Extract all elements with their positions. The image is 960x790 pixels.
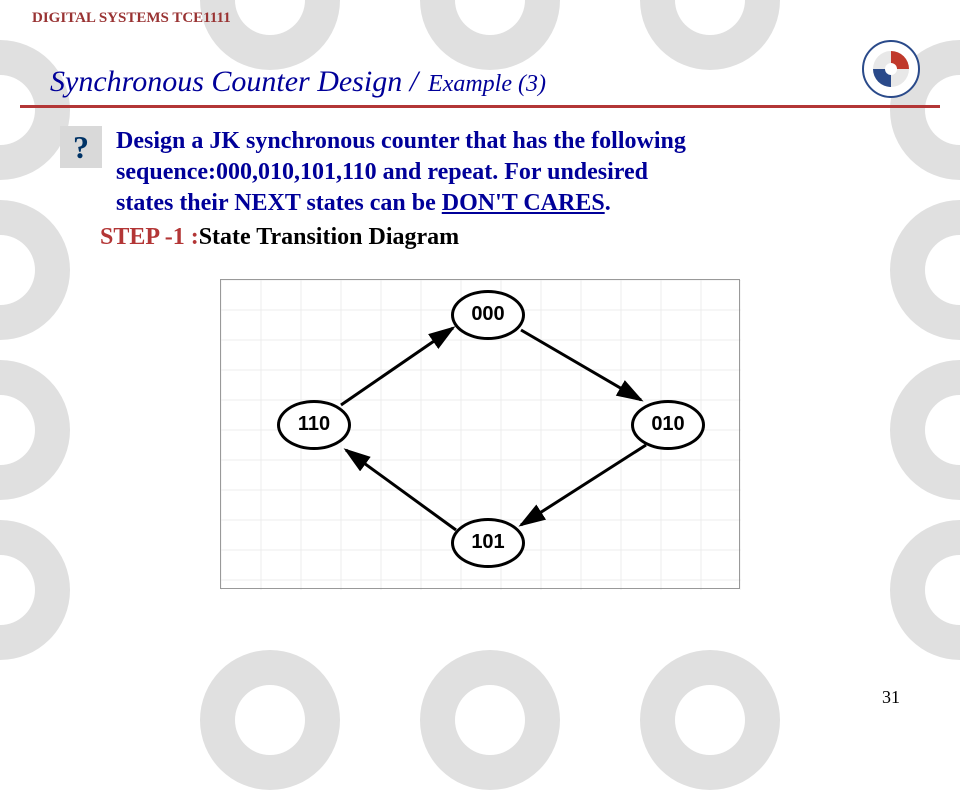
title-main: Synchronous Counter Design / xyxy=(50,65,418,99)
step-desc: State Transition Diagram xyxy=(199,224,459,250)
state-node-000: 000 xyxy=(451,290,525,340)
state-node-110: 110 xyxy=(277,400,351,450)
problem-statement: ? Design a JK synchronous counter that h… xyxy=(60,126,940,220)
slide-content: DIGITAL SYSTEMS TCE1111 Synchronous Coun… xyxy=(0,0,960,589)
problem-line3b: DON'T CARES xyxy=(442,190,605,216)
question-mark-icon: ? xyxy=(60,126,102,168)
title-underline xyxy=(20,105,940,108)
state-transition-diagram: 000 010 101 110 xyxy=(220,279,740,589)
step-row: STEP -1 :State Transition Diagram xyxy=(60,224,940,251)
problem-line3a: states their NEXT states can be xyxy=(116,190,442,216)
page-number: 31 xyxy=(882,687,900,708)
problem-line3c: . xyxy=(605,190,611,216)
problem-line1: Design a JK synchronous counter that has… xyxy=(116,128,686,154)
state-node-010: 010 xyxy=(631,400,705,450)
problem-text: Design a JK synchronous counter that has… xyxy=(116,126,686,220)
institution-logo xyxy=(862,40,920,98)
state-node-101: 101 xyxy=(451,518,525,568)
problem-line2: sequence:000,010,101,110 and repeat. For… xyxy=(116,159,648,185)
course-code: DIGITAL SYSTEMS TCE1111 xyxy=(20,0,940,27)
title-sub: Example (3) xyxy=(428,71,546,98)
step-label: STEP -1 : xyxy=(100,224,199,250)
slide-title: Synchronous Counter Design / Example (3) xyxy=(50,65,940,99)
